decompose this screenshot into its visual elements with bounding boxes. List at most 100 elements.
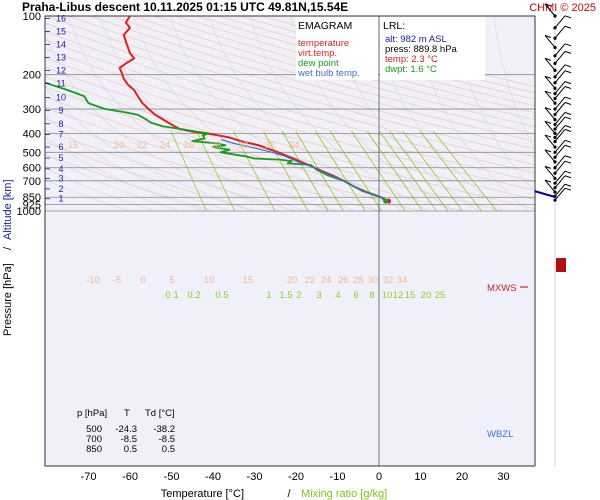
y-tick-label: 200 <box>23 70 41 82</box>
wind-barb-base <box>553 118 557 122</box>
wind-barb <box>554 51 566 64</box>
mixing-ratio-label: 0.2 <box>187 290 200 301</box>
wind-barb-base <box>553 96 557 101</box>
dry-adiabat-label: 22 <box>137 140 148 151</box>
surface-dewpoint-point <box>383 198 389 204</box>
wind-barb-flag <box>564 155 572 159</box>
dry-adiabat-label: 0 <box>140 275 145 286</box>
wind-barb <box>554 170 566 184</box>
low-level-wind-barb <box>534 190 557 199</box>
y-tick-label: 600 <box>23 163 41 175</box>
wind-barb-base <box>553 127 557 131</box>
wind-barb <box>554 125 566 138</box>
wind-barb-base <box>553 14 557 18</box>
y-axis-separator: / <box>2 246 14 250</box>
wind-barb-base <box>553 198 557 202</box>
wind-barb <box>544 149 556 163</box>
wind-barb-base <box>553 139 557 144</box>
plot-background <box>45 16 535 466</box>
wind-barb-flag <box>564 139 572 143</box>
altitude-tick-label: 2 <box>58 184 63 194</box>
altitude-tick-label: 1 <box>58 194 63 204</box>
chart-title: Praha-Libus descent 10.11.2025 01:15 UTC… <box>22 0 348 14</box>
wind-barb <box>544 107 556 120</box>
wind-barb-base <box>553 166 557 170</box>
wind-barb-base <box>553 68 557 72</box>
wind-barb-flag <box>564 170 572 174</box>
dry-adiabat-label: 15 <box>68 140 79 151</box>
mixing-ratio-label: 20 <box>421 290 432 301</box>
x-tick-label: -40 <box>205 471 221 483</box>
dry-adiabat <box>45 22 535 166</box>
wind-barb-base <box>553 186 557 190</box>
x-axis-title: Temperature [°C] <box>161 488 244 500</box>
table-header-p: p [hPa] <box>77 408 107 419</box>
max-wind-pennant <box>556 258 566 272</box>
dry-adiabat <box>68 16 535 150</box>
altitude-tick-label: 9 <box>58 105 63 115</box>
moist-adiabat <box>493 16 535 151</box>
wind-barb-base <box>553 81 557 85</box>
mixing-ratio-label: 1 <box>266 290 271 301</box>
wind-barb <box>544 134 556 148</box>
lrl-dewpoint: dwpt: 1.6 °C <box>385 64 437 75</box>
wind-barb <box>554 160 566 174</box>
x-axis-separator: / <box>287 488 291 500</box>
altitude-tick-label: 10 <box>56 93 66 103</box>
mixing-ratio-line <box>263 131 309 212</box>
legend: EMAGRAM temperature virt.temp. dew point… <box>296 17 378 80</box>
wind-barb <box>554 183 566 197</box>
altitude-tick-label: 3 <box>58 173 63 183</box>
altitude-tick-label: 13 <box>56 52 66 62</box>
y-axis-title-secondary: Altitude [km] <box>2 179 14 240</box>
isopleth-labels: 15 20 22 24 26 28 30 32 34-10 -5 0 5 10 15 20 22 24 26 28 3… <box>68 140 446 301</box>
x-tick-label: -20 <box>288 471 304 483</box>
wind-barb-flag <box>544 57 552 61</box>
dry-adiabat-label: 30 <box>368 275 379 286</box>
wind-barb-base <box>553 112 557 117</box>
wind-barb-base <box>553 176 557 180</box>
altitude-tick-label: 4 <box>58 164 63 174</box>
wind-barb <box>554 116 566 130</box>
wind-barb-flag <box>564 64 572 68</box>
levels-table: p [hPa] T Td [°C] 500 -24.3 -38.2 700 -8… <box>77 408 175 455</box>
wind-barb-base <box>553 107 557 111</box>
wind-barb-base <box>553 155 557 159</box>
mixing-ratio-label: 25 <box>435 290 446 301</box>
wind-barb <box>554 112 566 125</box>
dry-adiabat <box>46 16 535 158</box>
plot-frame <box>44 15 536 467</box>
wind-barb-flag <box>564 175 572 179</box>
wind-barb <box>554 15 566 29</box>
wind-barb-base <box>553 190 557 194</box>
wind-barb <box>554 129 566 142</box>
mixing-ratio-line <box>419 131 482 212</box>
wind-barb <box>544 58 556 71</box>
wind-barb <box>544 35 556 48</box>
moist-adiabat <box>452 16 535 193</box>
table-row-700-td: -8.5 <box>159 434 175 445</box>
y-tick-label: 700 <box>23 176 41 188</box>
dry-adiabat <box>197 16 535 107</box>
copyright-notice: CHMI © 2025 <box>529 2 596 14</box>
mixing-ratio-line <box>196 131 235 212</box>
wind-barb-base <box>553 26 557 30</box>
altitude-tick-label: 16 <box>56 14 66 24</box>
dry-adiabat-label: 5 <box>169 275 174 286</box>
lrl-altitude: alt: 982 m ASL <box>385 34 447 45</box>
mixing-ratio-label: 0.5 <box>215 290 228 301</box>
wind-barb-base <box>553 91 557 96</box>
table-header-td: Td [°C] <box>145 408 175 419</box>
legend-wet-bulb: wet bulb temp. <box>297 68 360 79</box>
x-tick-label: -50 <box>164 471 180 483</box>
wind-barb-flag <box>564 86 572 90</box>
x-tick-label: 30 <box>497 471 509 483</box>
wind-barb-base <box>553 54 557 58</box>
mixing-ratio-label: 3 <box>316 290 321 301</box>
altitude-tick-label: 6 <box>58 142 63 152</box>
mixing-ratio-line <box>433 131 498 212</box>
dry-adiabat-label: 32 <box>383 275 394 286</box>
wind-barb <box>554 102 566 115</box>
dry-adiabat-label: 34 <box>397 275 408 286</box>
wind-barb-base <box>553 36 557 40</box>
